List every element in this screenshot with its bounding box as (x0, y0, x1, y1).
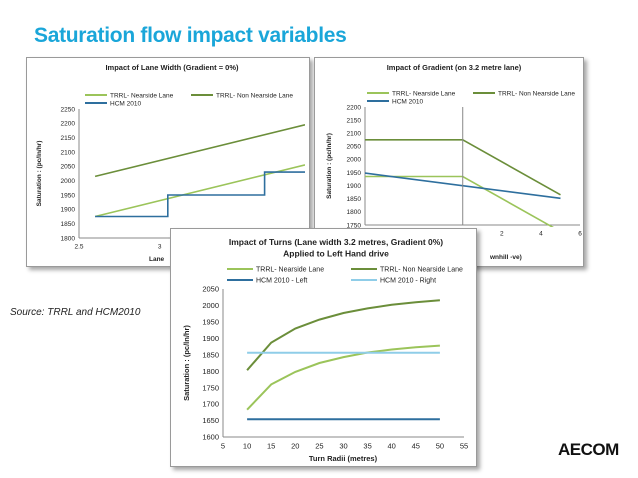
y-tick-label: 1950 (347, 170, 362, 177)
x-tick-label: 2.5 (74, 244, 83, 251)
y-tick-label: 2250 (61, 106, 76, 113)
y-tick-label: 2050 (202, 285, 219, 294)
x-tick-label: 2 (500, 231, 504, 238)
y-tick-label: 1800 (347, 209, 362, 216)
series-line (95, 171, 305, 218)
chart-title: Impact of Gradient (on 3.2 metre lane) (387, 63, 522, 72)
x-axis-label: Turn Radii (metres) (309, 454, 378, 463)
y-tick-label: 1800 (61, 235, 76, 242)
x-axis-label: wnhill -ve) (489, 254, 522, 261)
y-tick-label: 2200 (347, 104, 362, 111)
x-axis-label: Lane (149, 256, 165, 263)
y-tick-label: 2000 (202, 301, 219, 310)
series-group (94, 124, 305, 218)
y-tick-label: 1900 (347, 183, 362, 190)
gradient-chart-svg: Impact of Gradient (on 3.2 metre lane) TR… (326, 63, 582, 261)
x-tick-label: 50 (436, 442, 444, 451)
series-line (246, 344, 440, 411)
y-tick-label: 1950 (61, 192, 76, 199)
legend-label: TRRL- Nearside Lane (392, 90, 456, 97)
x-tick-label: 6 (578, 231, 582, 238)
x-tick-label: 30 (339, 442, 347, 451)
y-tick-label: 2100 (61, 149, 76, 156)
y-tick-label: 1850 (347, 196, 362, 203)
y-tick-label: 1700 (202, 400, 219, 409)
x-tick-label: 4 (539, 231, 543, 238)
y-tick-label: 2100 (347, 130, 362, 137)
series-group (246, 299, 440, 421)
x-tick-label: 45 (412, 442, 420, 451)
y-tick-label: 1850 (202, 350, 219, 359)
x-tick-label: 55 (460, 442, 468, 451)
y-tick-label: 1900 (61, 207, 76, 214)
series-line (94, 164, 305, 218)
y-tick-label: 2050 (347, 144, 362, 151)
turns-chart-svg: Impact of Turns (Lane width 3.2 metres, … (182, 237, 468, 463)
y-tick-label: 2000 (61, 178, 76, 185)
y-tick-label: 1650 (202, 416, 219, 425)
y-axis-label: Saturation : (pc/ln/hr) (182, 325, 191, 401)
y-tick-label: 2050 (61, 164, 76, 171)
y-tick-label: 1600 (202, 433, 219, 442)
series-line (94, 124, 305, 178)
y-tick-label: 2200 (61, 121, 76, 128)
y-tick-label: 1950 (202, 318, 219, 327)
chart-title: Impact of Turns (Lane width 3.2 metres, … (229, 237, 443, 247)
y-tick-label: 2000 (347, 157, 362, 164)
y-tick-label: 1900 (202, 334, 219, 343)
legend-label: TRRL- Nearside Lane (110, 92, 174, 99)
legend-label: HCM 2010 (110, 100, 141, 107)
legend-label: TRRL- Nearside Lane (256, 266, 324, 273)
lane-width-chart: Impact of Lane Width (Gradient = 0%) TRRL… (26, 57, 310, 267)
chart-title: Impact of Lane Width (Gradient = 0%) (105, 63, 239, 72)
x-tick-label: 5 (221, 442, 225, 451)
y-tick-label: 1750 (202, 383, 219, 392)
x-tick-label: 35 (363, 442, 371, 451)
legend-label: TRRL- Non Nearside Lane (216, 92, 293, 99)
x-tick-label: 3 (158, 244, 162, 251)
slide-title: Saturation flow impact variables (34, 24, 347, 47)
legend-label: HCM 2010 (392, 98, 423, 105)
legend-label: TRRL- Non Nearside Lane (498, 90, 575, 97)
y-tick-label: 1750 (347, 222, 362, 229)
x-tick-label: 20 (291, 442, 299, 451)
turns-chart: Impact of Turns (Lane width 3.2 metres, … (170, 228, 477, 467)
x-tick-label: 25 (315, 442, 323, 451)
y-tick-label: 1800 (202, 367, 219, 376)
legend-label: TRRL- Non Nearside Lane (380, 266, 463, 273)
aecom-logo: AECOM (558, 440, 619, 459)
legend-label: HCM 2010 - Right (380, 277, 436, 284)
y-axis-label: Saturation : (pc/ln/hr) (326, 133, 333, 199)
y-tick-label: 1850 (61, 221, 76, 228)
y-tick-label: 2150 (347, 117, 362, 124)
y-tick-label: 2150 (61, 135, 76, 142)
y-axis-label: Saturation : (pc/ln/hr) (36, 141, 43, 207)
legend-label: HCM 2010 - Left (256, 277, 307, 284)
x-tick-label: 40 (388, 442, 396, 451)
series-line (246, 299, 440, 371)
x-tick-label: 10 (243, 442, 251, 451)
x-tick-label: 15 (267, 442, 275, 451)
source-note: Source: TRRL and HCM2010 (10, 307, 141, 318)
chart-subtitle: Applied to Left Hand drive (283, 249, 389, 259)
